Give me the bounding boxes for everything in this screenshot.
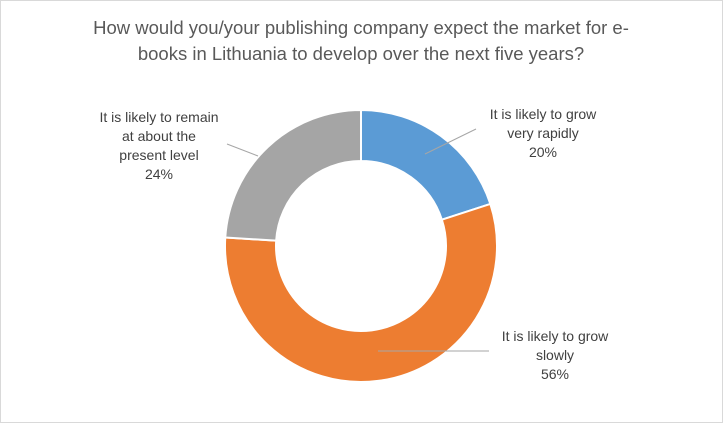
data-label-slice-1-line-2: very rapidly bbox=[507, 125, 579, 141]
data-label-slice-1-value: 20% bbox=[528, 144, 558, 160]
data-label-slice-2: It is likely to grow slowly 56% bbox=[475, 327, 635, 384]
data-label-slice-3-line-1: It is likely to remain bbox=[99, 109, 219, 125]
leader-line-slice-1 bbox=[424, 128, 477, 155]
donut-slice-2 bbox=[224, 202, 498, 383]
data-label-slice-1-line-1: It is likely to grow bbox=[489, 106, 597, 122]
data-label-slice-1: It is likely to grow very rapidly 20% bbox=[463, 105, 623, 162]
data-label-slice-2-value: 56% bbox=[540, 366, 570, 382]
data-label-slice-2-line-1: It is likely to grow bbox=[501, 328, 609, 344]
data-label-slice-3-value: 24% bbox=[144, 166, 174, 182]
chart-title-line-1: How would you/your publishing company ex… bbox=[93, 17, 629, 38]
data-label-slice-2-line-2: slowly bbox=[535, 347, 575, 363]
leader-lines bbox=[226, 128, 489, 352]
data-label-slice-3-line-2: at about the bbox=[122, 128, 196, 144]
data-label-slice-3-line-3: present level bbox=[119, 147, 199, 163]
data-label-slice-3: It is likely to remain at about the pres… bbox=[79, 108, 239, 184]
donut-slice-3 bbox=[224, 108, 362, 242]
leader-line-slice-3 bbox=[226, 143, 259, 157]
chart-title-line-2: books in Lithuania to develop over the n… bbox=[137, 43, 585, 64]
donut-slices bbox=[224, 108, 498, 383]
chart-title: How would you/your publishing company ex… bbox=[61, 15, 661, 67]
